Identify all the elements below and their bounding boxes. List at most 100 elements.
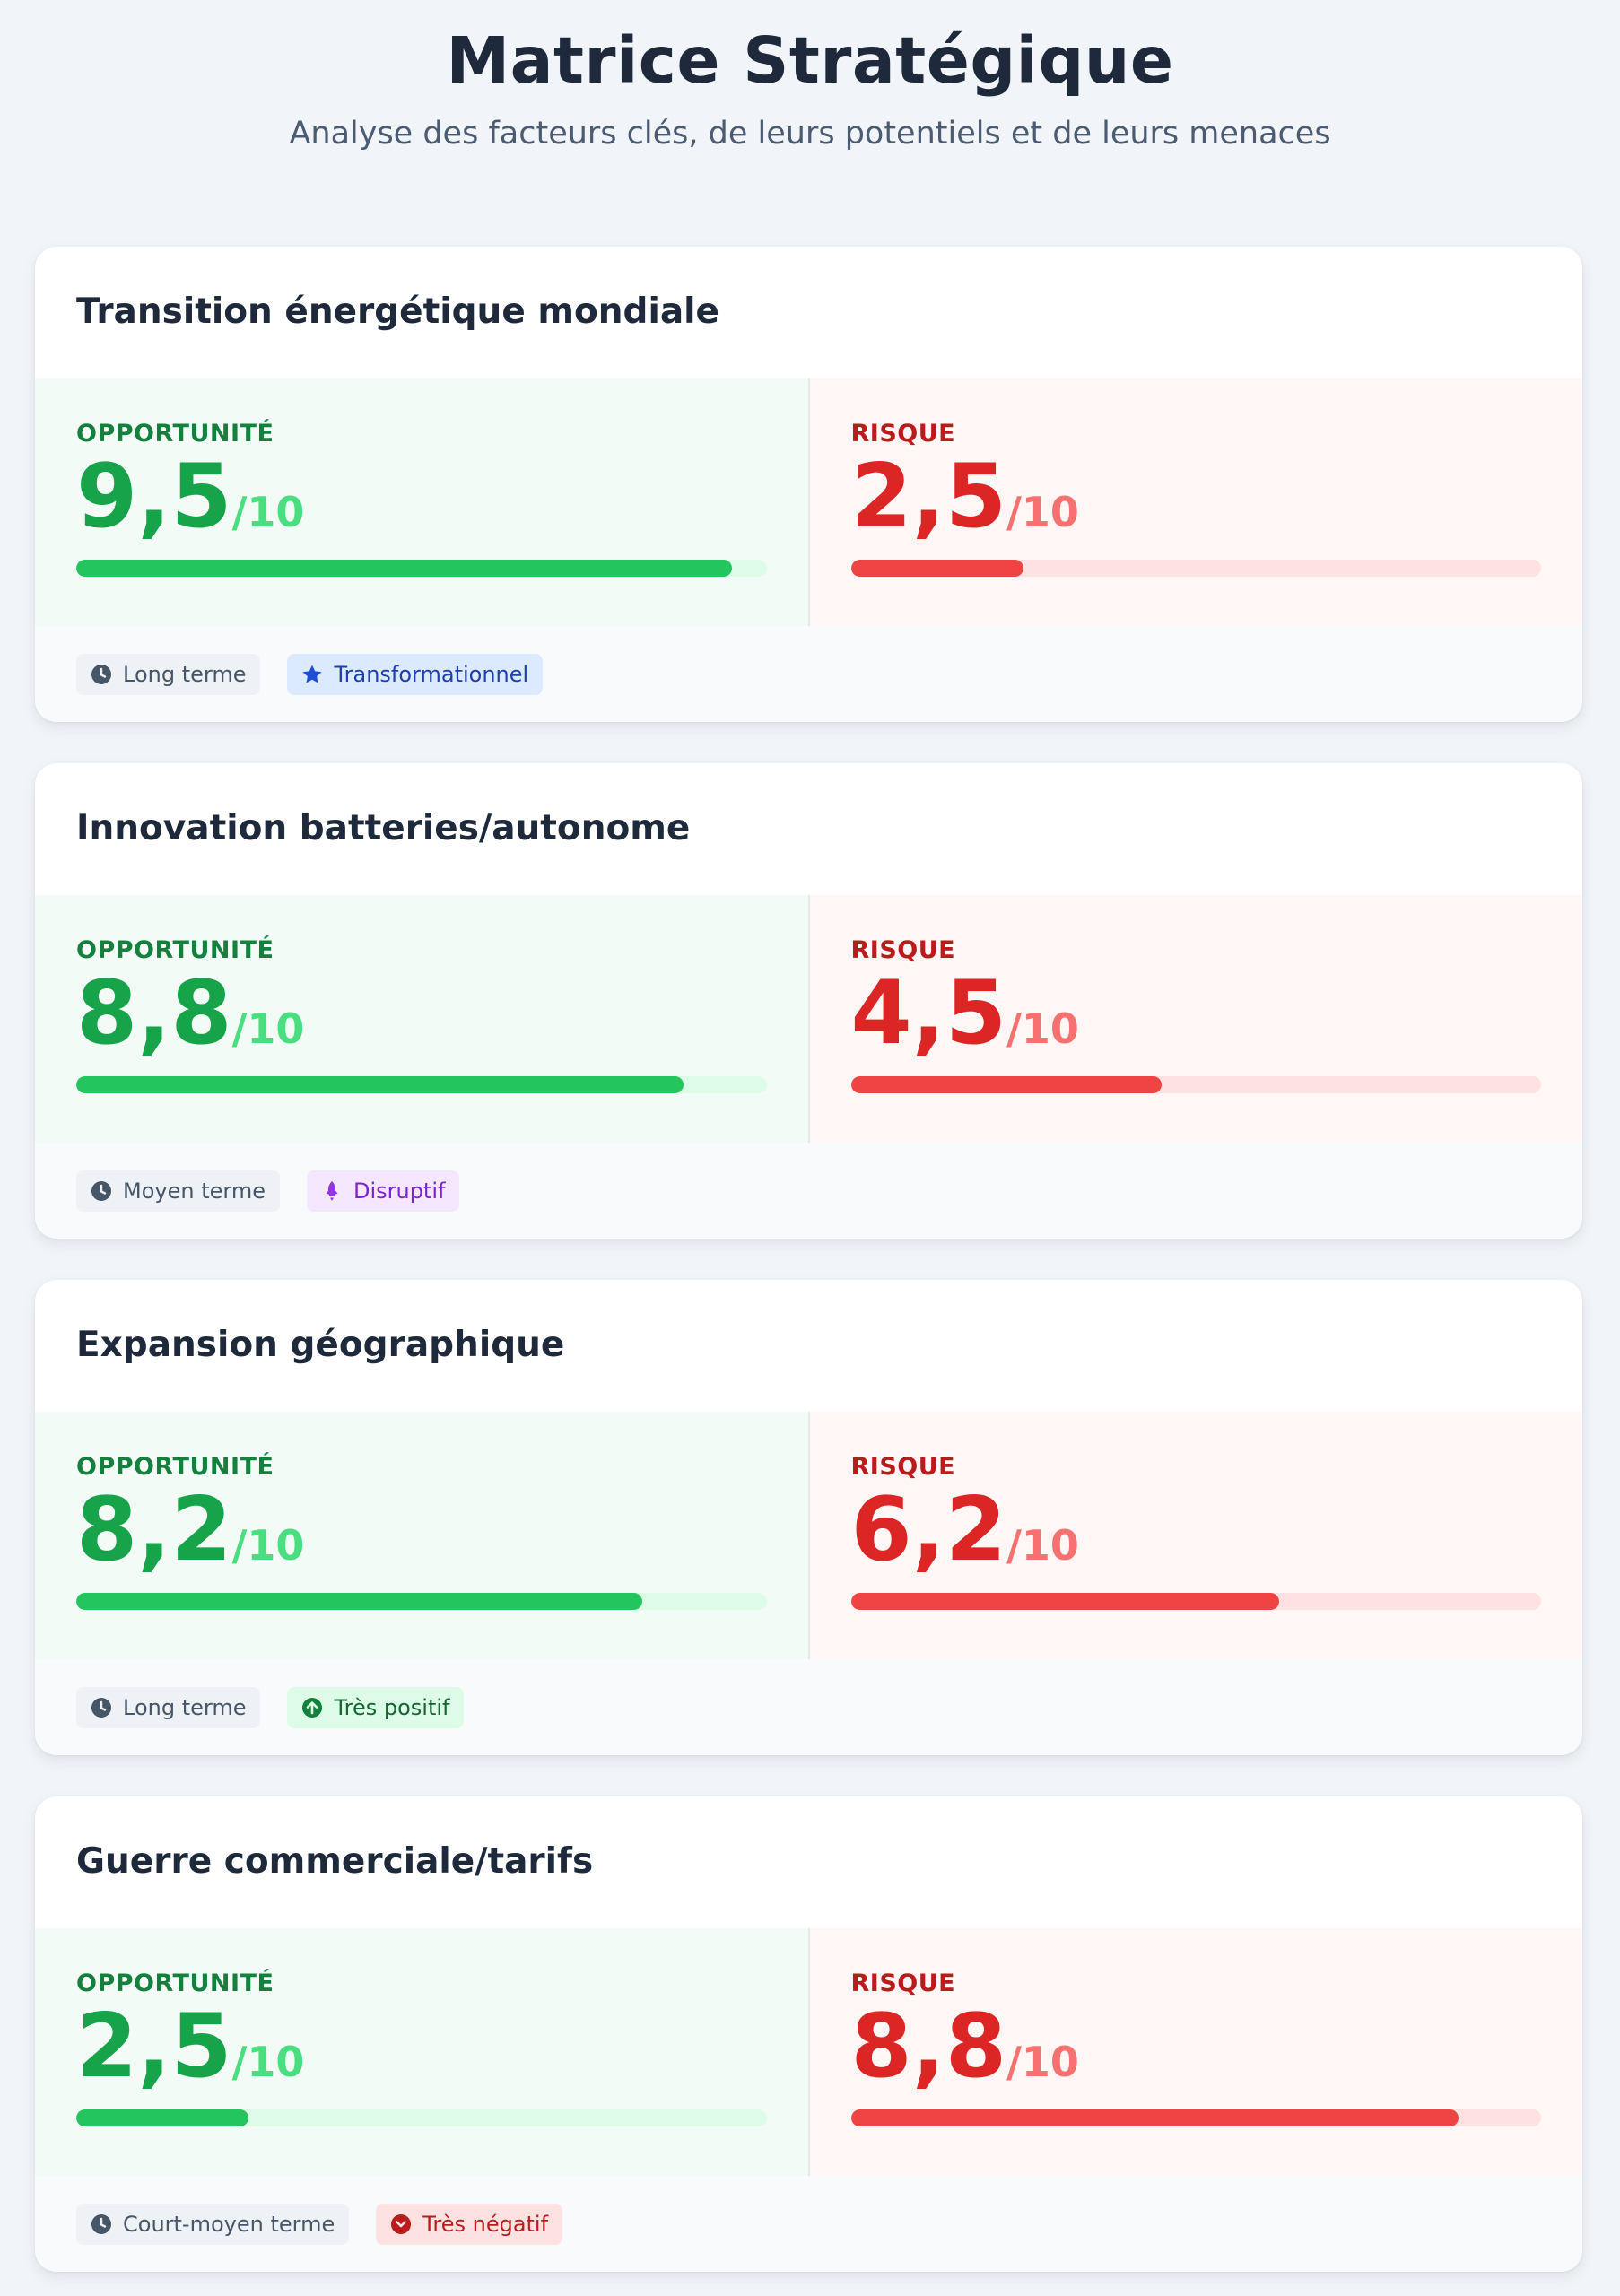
opportunity-panel: OPPORTUNITÉ 8,8/10: [35, 895, 810, 1143]
opportunity-score-suffix: /10: [231, 1004, 305, 1053]
risk-bar-fill: [850, 560, 1023, 577]
opportunity-label: OPPORTUNITÉ: [76, 1453, 274, 1481]
impact-tag: Très positif: [287, 1686, 465, 1728]
risk-score-suffix: /10: [1006, 1521, 1079, 1570]
opportunity-score-line: 9,5/10: [76, 452, 767, 542]
clock-icon: [91, 1697, 111, 1718]
risk-bar-fill: [850, 1593, 1279, 1610]
opportunity-bar-track: [76, 2109, 767, 2126]
opportunity-panel: OPPORTUNITÉ 2,5/10: [35, 1928, 810, 2176]
opportunity-bar-track: [76, 1076, 767, 1093]
opportunity-bar-fill: [76, 2109, 249, 2126]
risk-label: RISQUE: [850, 1453, 956, 1481]
risk-label: RISQUE: [850, 936, 956, 964]
opportunity-panel: OPPORTUNITÉ 8,2/10: [35, 1412, 810, 1659]
risk-score-suffix: /10: [1006, 1004, 1079, 1053]
opportunity-bar-fill: [76, 1593, 642, 1610]
horizon-tag: Long terme: [76, 1686, 261, 1728]
opportunity-panel: OPPORTUNITÉ 9,5/10: [35, 378, 810, 626]
factor-tags: Long terme Transformationnel: [35, 626, 1582, 722]
risk-bar-track: [850, 1593, 1541, 1610]
arrow-down-circle-icon: [391, 2213, 412, 2234]
star-icon: [302, 665, 323, 683]
factor-card: Guerre commerciale/tarifs OPPORTUNITÉ 2,…: [35, 1796, 1582, 2272]
horizon-tag-label: Long terme: [123, 661, 247, 687]
risk-bar-track: [850, 560, 1541, 577]
opportunity-score: 9,5: [76, 446, 232, 548]
opportunity-bar-track: [76, 560, 767, 577]
opportunity-score: 8,2: [76, 1479, 232, 1581]
factor-metrics: OPPORTUNITÉ 8,2/10 RISQUE 6,2/10: [35, 1412, 1582, 1659]
risk-bar-fill: [850, 1076, 1162, 1093]
risk-bar-fill: [850, 2109, 1459, 2126]
factor-card: Expansion géographique OPPORTUNITÉ 8,2/1…: [35, 1280, 1582, 1755]
risk-score-line: 6,2/10: [851, 1485, 1542, 1575]
risk-score: 6,2: [850, 1479, 1007, 1581]
factor-tags: Court-moyen terme Très négatif: [35, 2176, 1582, 2272]
risk-bar-track: [850, 2109, 1541, 2126]
opportunity-score-line: 8,8/10: [76, 969, 767, 1058]
factor-card: Transition énergétique mondiale OPPORTUN…: [35, 247, 1582, 722]
risk-score-suffix: /10: [1006, 488, 1079, 536]
horizon-tag-label: Moyen terme: [123, 1178, 266, 1204]
page-header: Matrice Stratégique Analyse des facteurs…: [0, 0, 1620, 152]
factor-card-title: Expansion géographique: [76, 1325, 565, 1365]
risk-label: RISQUE: [850, 1970, 956, 1997]
opportunity-score-line: 2,5/10: [76, 2002, 767, 2092]
risk-panel: RISQUE 8,8/10: [809, 1928, 1582, 2176]
clock-icon: [91, 664, 111, 684]
factor-tags: Moyen terme Disruptif: [35, 1143, 1582, 1239]
opportunity-bar-fill: [76, 560, 733, 577]
opportunity-score: 8,8: [76, 962, 232, 1065]
opportunity-score-line: 8,2/10: [76, 1485, 767, 1575]
risk-score-line: 8,8/10: [851, 2002, 1542, 2092]
factor-card-title: Innovation batteries/autonome: [76, 808, 691, 848]
factor-card-list: Transition énergétique mondiale OPPORTUN…: [35, 247, 1582, 2296]
impact-tag: Disruptif: [306, 1170, 460, 1212]
factor-metrics: OPPORTUNITÉ 2,5/10 RISQUE 8,8/10: [35, 1928, 1582, 2176]
impact-tag-label: Transformationnel: [334, 661, 529, 687]
factor-card-title: Guerre commerciale/tarifs: [76, 1841, 594, 1882]
opportunity-bar-fill: [76, 1076, 684, 1093]
horizon-tag-label: Long terme: [123, 1694, 247, 1720]
opportunity-label: OPPORTUNITÉ: [76, 936, 274, 964]
factor-card: Innovation batteries/autonome OPPORTUNIT…: [35, 763, 1582, 1239]
impact-tag: Très négatif: [376, 2203, 563, 2245]
horizon-tag: Moyen terme: [76, 1170, 280, 1212]
risk-score: 8,8: [850, 1996, 1007, 2098]
clock-icon: [91, 1180, 111, 1201]
factor-metrics: OPPORTUNITÉ 8,8/10 RISQUE 4,5/10: [35, 895, 1582, 1143]
risk-panel: RISQUE 2,5/10: [809, 378, 1582, 626]
opportunity-score-suffix: /10: [231, 2038, 305, 2086]
opportunity-score-suffix: /10: [231, 1521, 305, 1570]
page-subtitle: Analyse des facteurs clés, de leurs pote…: [289, 116, 1331, 152]
rocket-icon: [326, 1180, 338, 1201]
horizon-tag: Long terme: [76, 653, 261, 695]
opportunity-score: 2,5: [76, 1996, 232, 2098]
risk-score-line: 2,5/10: [851, 452, 1542, 542]
risk-label: RISQUE: [850, 420, 956, 448]
factor-tags: Long terme Très positif: [35, 1659, 1582, 1755]
factor-card-title: Transition énergétique mondiale: [76, 291, 719, 332]
impact-tag: Transformationnel: [287, 653, 544, 695]
risk-score-line: 4,5/10: [851, 969, 1542, 1058]
opportunity-score-suffix: /10: [231, 488, 305, 536]
opportunity-label: OPPORTUNITÉ: [76, 1970, 274, 1997]
horizon-tag: Court-moyen terme: [76, 2203, 350, 2245]
horizon-tag-label: Court-moyen terme: [123, 2211, 335, 2237]
impact-tag-label: Disruptif: [353, 1178, 446, 1204]
risk-score: 4,5: [850, 962, 1007, 1065]
risk-panel: RISQUE 4,5/10: [809, 895, 1582, 1143]
risk-bar-track: [850, 1076, 1541, 1093]
impact-tag-label: Très positif: [334, 1694, 450, 1720]
risk-panel: RISQUE 6,2/10: [809, 1412, 1582, 1659]
factor-metrics: OPPORTUNITÉ 9,5/10 RISQUE 2,5/10: [35, 378, 1582, 626]
opportunity-label: OPPORTUNITÉ: [76, 420, 274, 448]
arrow-up-circle-icon: [302, 1697, 323, 1718]
clock-icon: [91, 2213, 111, 2234]
page-title: Matrice Stratégique: [446, 23, 1174, 98]
risk-score-suffix: /10: [1006, 2038, 1079, 2086]
risk-score: 2,5: [850, 446, 1007, 548]
opportunity-bar-track: [76, 1593, 767, 1610]
